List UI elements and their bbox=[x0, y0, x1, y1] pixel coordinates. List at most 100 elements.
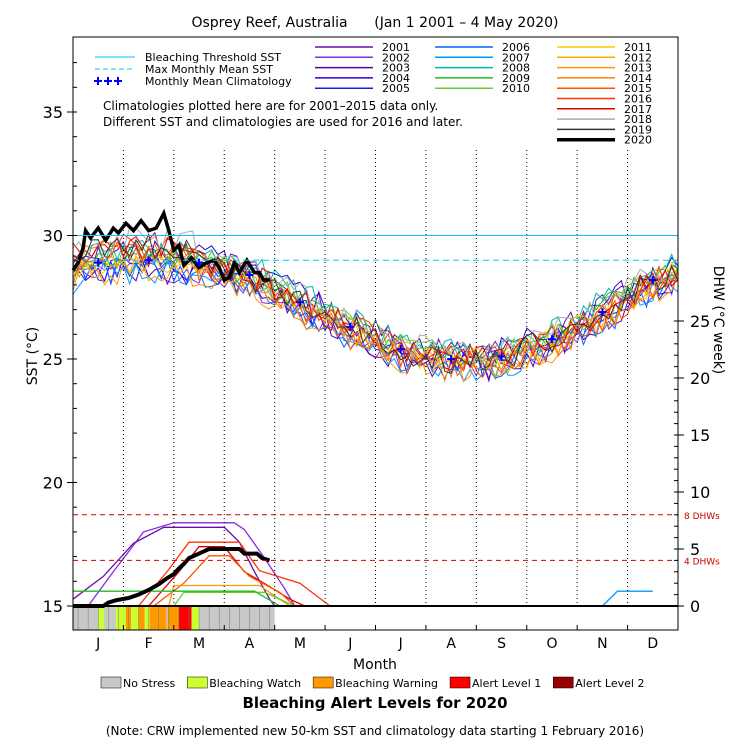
dhw-lines bbox=[72, 522, 653, 608]
legend-label-2: Monthly Mean Climatology bbox=[145, 75, 292, 88]
footnote: (Note: CRW implemented new 50-km SST and… bbox=[106, 724, 644, 738]
y2-tick-label-5: 5 bbox=[690, 540, 700, 559]
year-legend-label-2019: 2019 bbox=[624, 123, 652, 136]
climatology-marker-4 bbox=[295, 298, 304, 307]
climatology-marker-2 bbox=[195, 258, 204, 267]
climatology-marker-11 bbox=[648, 275, 657, 284]
y2-tick-label-25: 25 bbox=[690, 312, 710, 331]
y2-tick-label-20: 20 bbox=[690, 369, 710, 388]
year-legend-label-2013: 2013 bbox=[624, 62, 652, 75]
y-tick-label-15: 15 bbox=[43, 597, 63, 616]
y-axis-label: SST (°C) bbox=[25, 327, 41, 385]
y-tick-label-20: 20 bbox=[43, 474, 63, 493]
climatology-marker-10 bbox=[598, 308, 607, 317]
climatology-marker-0 bbox=[94, 258, 103, 267]
month-label-1: F bbox=[145, 636, 153, 652]
reference-lines: 8 DHWs 4 DHWs bbox=[73, 150, 720, 607]
legend-label-1: Max Monthly Mean SST bbox=[145, 63, 273, 76]
climatology-marker-9 bbox=[547, 335, 556, 344]
year-legend-label-2018: 2018 bbox=[624, 113, 652, 126]
alert-legend-label-4: Alert Level 2 bbox=[575, 677, 644, 690]
note-line-1: Climatologies plotted here are for 2001–… bbox=[103, 99, 438, 113]
sst-line-2019 bbox=[72, 232, 679, 374]
month-label-0: J bbox=[95, 636, 100, 652]
y2-tick-label-15: 15 bbox=[690, 426, 710, 445]
climatology-marker-7 bbox=[447, 355, 456, 363]
note-line-2: Different SST and climatologies are used… bbox=[103, 115, 463, 129]
year-legend-label-2009: 2009 bbox=[502, 72, 530, 85]
month-label-4: M bbox=[294, 636, 306, 652]
dhw-threshold-label-0: 8 DHWs bbox=[684, 512, 720, 522]
month-label-2: M bbox=[193, 636, 205, 652]
alert-legend-label-2: Bleaching Warning bbox=[335, 677, 438, 690]
year-legend-label-2007: 2007 bbox=[502, 51, 530, 64]
climatology-markers bbox=[94, 256, 657, 363]
dhw-line-2002 bbox=[87, 522, 296, 607]
year-legend-label-2011: 2011 bbox=[624, 41, 652, 54]
climatology-marker-1 bbox=[144, 256, 153, 265]
year-legend-label-2001: 2001 bbox=[382, 41, 410, 54]
year-legend-label-2006: 2006 bbox=[502, 41, 530, 54]
alert-legend-title: Bleaching Alert Levels for 2020 bbox=[242, 694, 507, 712]
dhw-line-2010 bbox=[173, 591, 296, 607]
axes: 15 20 25 30 35 0 5 10 15 20 25 J F M A M J J A S O N D bbox=[43, 62, 710, 652]
y-tick-label-25: 25 bbox=[43, 350, 63, 369]
year-legend-label-2004: 2004 bbox=[382, 72, 410, 85]
year-legend-label-2005: 2005 bbox=[382, 82, 410, 95]
year-legend-label-2003: 2003 bbox=[382, 62, 410, 75]
alert-legend-swatch-4 bbox=[553, 676, 574, 689]
dhw-line-2020 bbox=[73, 547, 271, 608]
alert-segment-5 bbox=[144, 606, 150, 630]
alert-segment-3 bbox=[130, 606, 139, 630]
alert-segment-7 bbox=[167, 606, 179, 630]
chart-title: Osprey Reef, Australia (Jan 1 2001 – 4 M… bbox=[191, 15, 558, 31]
year-legend-label-2008: 2008 bbox=[502, 62, 530, 75]
alert-legend-swatch-0 bbox=[100, 676, 122, 689]
month-label-9: O bbox=[546, 636, 557, 652]
alert-segment-0 bbox=[98, 606, 105, 630]
y-tick-label-35: 35 bbox=[43, 103, 63, 122]
climatology-marker-8 bbox=[497, 352, 506, 361]
dhw-line-2015 bbox=[153, 555, 296, 607]
dhw-line-2001 bbox=[72, 526, 276, 607]
alert-legend-label-0: No Stress bbox=[123, 677, 176, 690]
dhw-line-2009 bbox=[73, 590, 281, 607]
alert-segment-4 bbox=[138, 606, 145, 630]
dhw-line-2013 bbox=[168, 584, 291, 607]
month-label-6: J bbox=[398, 636, 403, 652]
month-label-7: A bbox=[446, 636, 456, 652]
year-legend-label-2015: 2015 bbox=[624, 82, 652, 95]
year-legend-label-2012: 2012 bbox=[624, 51, 652, 64]
sst-line-2020 bbox=[71, 208, 270, 283]
month-label-11: D bbox=[647, 636, 658, 652]
y2-tick-label-10: 10 bbox=[690, 483, 710, 502]
month-label-3: A bbox=[245, 636, 255, 652]
alert-segment-6 bbox=[149, 606, 167, 630]
alert-legend-label-1: Bleaching Watch bbox=[209, 677, 301, 690]
year-legend-label-2014: 2014 bbox=[624, 72, 652, 85]
y2-axis-label: DHW (°C week) bbox=[710, 266, 726, 375]
alert-segment-8 bbox=[178, 606, 192, 630]
month-label-10: N bbox=[597, 636, 607, 652]
y-tick-label-30: 30 bbox=[43, 227, 63, 246]
year-legend-label-2017: 2017 bbox=[624, 103, 652, 116]
year-legend-label-2010: 2010 bbox=[502, 82, 530, 95]
climatology-marker-3 bbox=[245, 271, 254, 280]
dhw-line-2016 bbox=[137, 541, 331, 607]
alert-legend-label-3: Alert Level 1 bbox=[472, 677, 541, 690]
alert-legend-swatch-3 bbox=[449, 676, 471, 689]
dhw-threshold-label-1: 4 DHWs bbox=[684, 557, 720, 567]
alert-legend-swatch-2 bbox=[312, 676, 334, 689]
alert-legend-swatch-1 bbox=[187, 676, 208, 689]
alert-segment-1 bbox=[115, 606, 126, 630]
climatology-marker-5 bbox=[346, 322, 355, 331]
climatology-marker-6 bbox=[396, 345, 405, 354]
month-label-5: J bbox=[347, 636, 352, 652]
year-legend-label-2016: 2016 bbox=[624, 93, 652, 106]
year-legend-label-2002: 2002 bbox=[382, 51, 410, 64]
year-legend-label-2020: 2020 bbox=[624, 134, 652, 147]
month-label-8: S bbox=[497, 636, 506, 652]
alert-segment-9 bbox=[191, 606, 200, 630]
